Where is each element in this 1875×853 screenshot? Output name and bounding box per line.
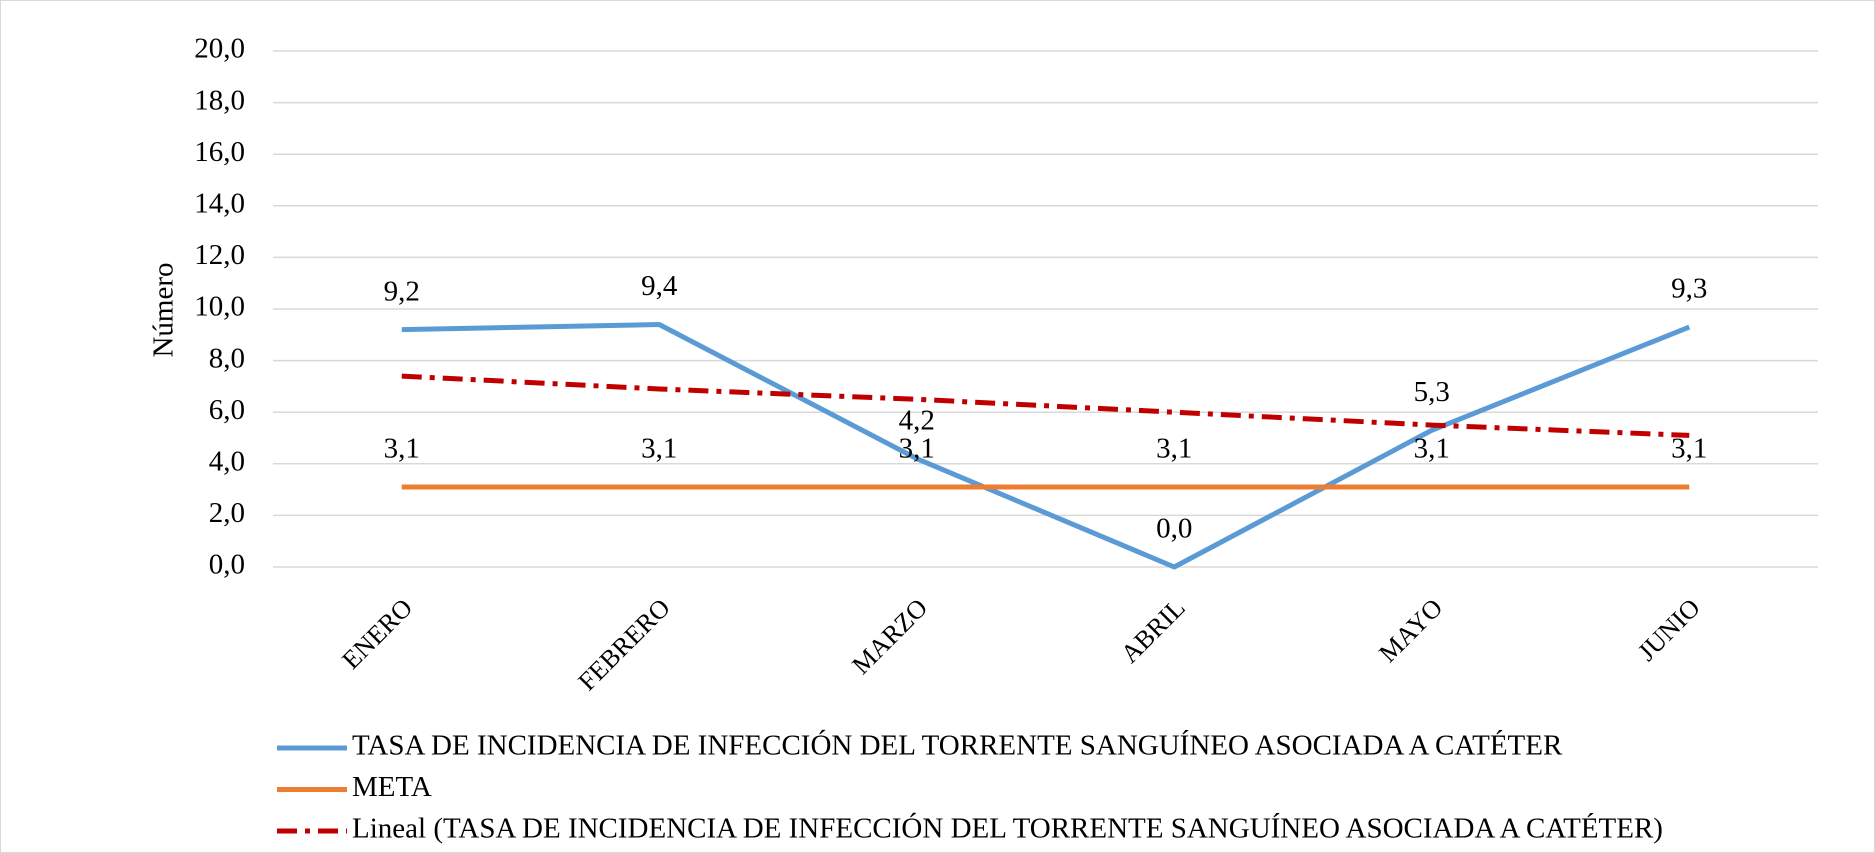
y-tick-label: 18,0 (194, 84, 245, 116)
data-label: 3,1 (641, 433, 677, 465)
y-tick-label: 10,0 (194, 291, 245, 323)
y-axis-title: Número (148, 262, 180, 357)
data-label: 3,1 (384, 433, 420, 465)
data-label: 4,2 (899, 404, 935, 436)
y-tick-label: 4,0 (209, 445, 245, 477)
y-tick-label: 8,0 (209, 342, 245, 374)
legend-label: META (352, 771, 432, 803)
data-label: 0,0 (1156, 513, 1192, 545)
series-line (401, 321, 1691, 570)
y-tick-label: 12,0 (194, 239, 245, 271)
legend-label: TASA DE INCIDENCIA DE INFECCIÓN DEL TORR… (352, 729, 1563, 762)
data-label: 9,4 (641, 270, 678, 302)
y-tick-label: 16,0 (194, 136, 245, 168)
y-tick-label: 2,0 (209, 497, 245, 529)
data-label: 9,2 (384, 275, 420, 307)
y-tick-label: 14,0 (194, 187, 245, 219)
series-line (401, 373, 1690, 438)
data-label: 3,1 (1671, 433, 1707, 465)
data-label: 3,1 (899, 433, 935, 465)
data-label: 3,1 (1414, 433, 1450, 465)
y-tick-label: 20,0 (194, 33, 245, 65)
data-label: 5,3 (1414, 376, 1450, 408)
legend-label: Lineal (TASA DE INCIDENCIA DE INFECCIÓN … (352, 812, 1663, 845)
data-label: 9,3 (1671, 273, 1707, 305)
y-tick-label: 6,0 (209, 394, 245, 426)
data-label: 3,1 (1156, 433, 1192, 465)
y-tick-label: 0,0 (209, 549, 245, 581)
